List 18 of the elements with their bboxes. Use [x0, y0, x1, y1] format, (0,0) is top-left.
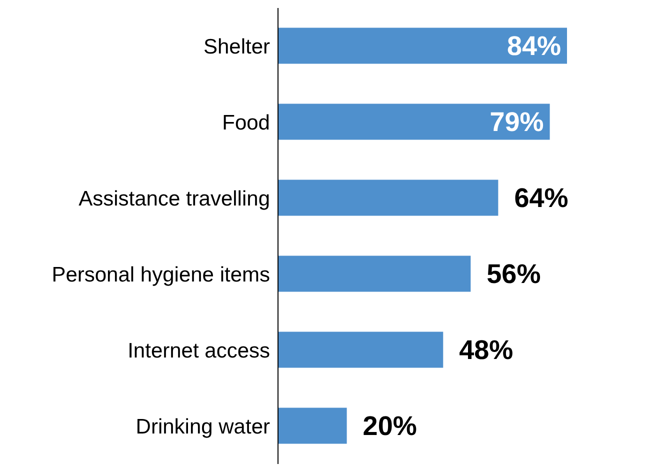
- data-label: 84%: [506, 31, 561, 62]
- bar: [278, 256, 471, 292]
- bar: [278, 408, 347, 444]
- y-tick-label: Internet access: [128, 339, 270, 362]
- y-tick-label: Personal hygiene items: [52, 263, 270, 286]
- data-label: 79%: [490, 107, 544, 138]
- y-tick-label: Drinking water: [136, 415, 270, 438]
- bar: [278, 180, 498, 216]
- data-label: 56%: [486, 259, 541, 290]
- data-label: 20%: [362, 411, 417, 442]
- bar: [278, 332, 444, 368]
- bar: [278, 104, 550, 140]
- bar: [278, 28, 567, 64]
- data-label: 48%: [459, 335, 514, 366]
- y-tick-label: Food: [222, 111, 270, 134]
- data-label: 64%: [514, 183, 568, 214]
- y-tick-label: Assistance travelling: [78, 187, 270, 210]
- y-tick-label: Shelter: [203, 35, 270, 58]
